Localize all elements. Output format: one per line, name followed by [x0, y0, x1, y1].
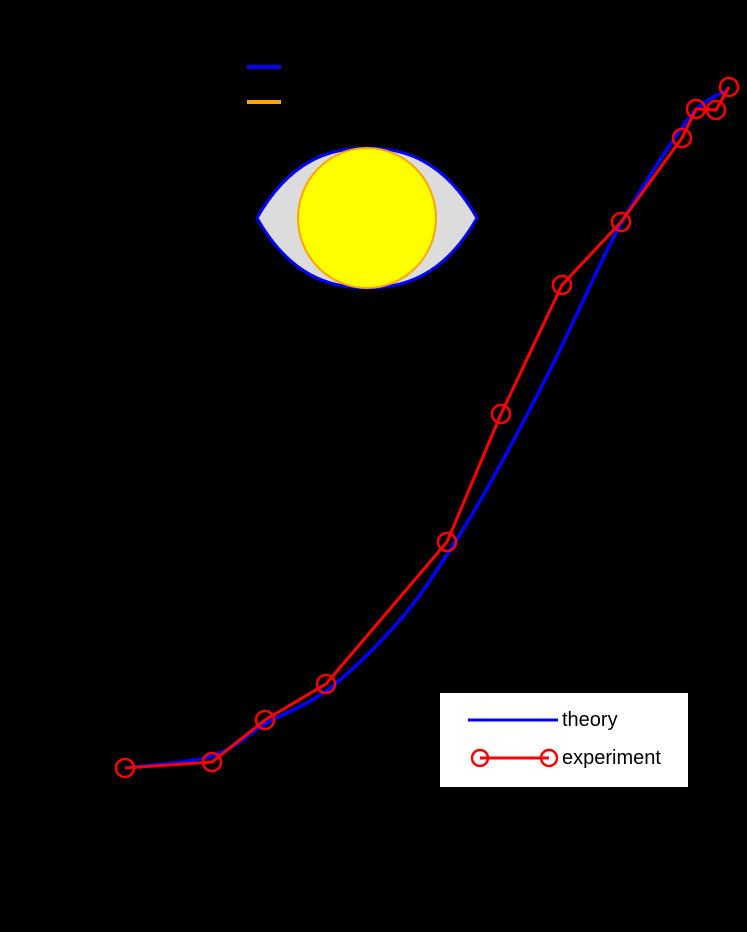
experiment-data-point	[551, 274, 573, 296]
legend: theory experiment	[440, 693, 688, 787]
experiment-data-point	[315, 673, 337, 695]
experiment-data-point	[671, 127, 693, 149]
experiment-data-point	[685, 98, 707, 120]
legend-label-experiment: experiment	[562, 747, 661, 769]
legend-label-theory: theory	[562, 709, 618, 731]
experiment-data-point	[254, 709, 276, 731]
legend-item-experiment: experiment	[440, 743, 688, 773]
legend-item-theory: theory	[440, 705, 688, 735]
experiment-marker-line-icon	[470, 748, 559, 768]
experiment-data-point	[201, 751, 223, 773]
inset-yellow-circle	[297, 147, 437, 289]
experiment-data-point	[114, 757, 136, 779]
experiment-data-point	[490, 403, 512, 425]
experiment-markers	[114, 76, 740, 779]
experiment-line	[124, 86, 731, 770]
experiment-data-point	[436, 531, 458, 553]
theory-line-icon	[468, 718, 558, 722]
experiment-data-point	[705, 99, 727, 121]
theory-curve	[124, 88, 728, 770]
experiment-data-point	[718, 76, 740, 98]
experiment-data-point	[610, 211, 632, 233]
